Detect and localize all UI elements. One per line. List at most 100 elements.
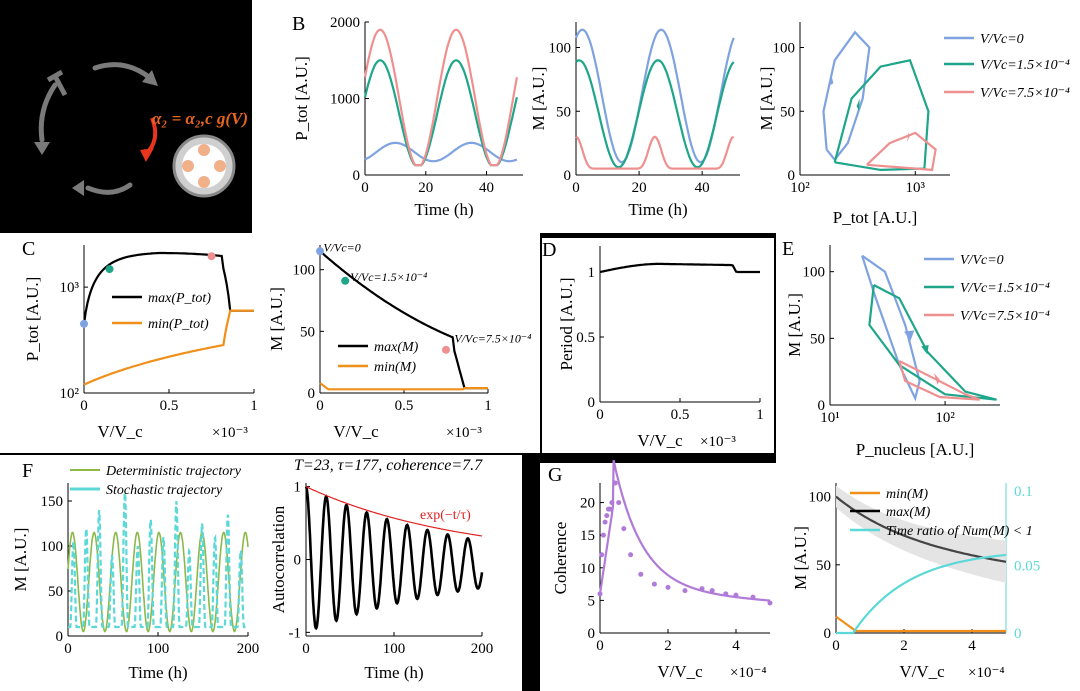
c2-min-line <box>319 382 488 391</box>
g2-ytick-label: 100 <box>809 490 832 506</box>
g1-point <box>767 600 773 606</box>
b1-series-line <box>363 28 518 167</box>
e-xlabel: P_nucleus [A.U.] <box>856 440 975 459</box>
e-blue-loop <box>861 254 921 402</box>
g2-band <box>836 485 1006 583</box>
g1-point <box>699 586 705 592</box>
c2-marker-green <box>341 276 350 285</box>
e-xtick-label: 10² <box>935 410 955 426</box>
d-ytick-label: 0 <box>588 395 596 411</box>
panel-g-svg: G 0 2 4 0 5 10 15 20 Coherence V/V_c ×10⁻⁴ 0 2 4 0 50 10… <box>548 459 1040 681</box>
c1-xtick-label: 1 <box>250 398 258 414</box>
e-arrow <box>904 330 915 341</box>
c2-xlabel: V/V_c <box>333 422 379 441</box>
b3-ylabel: M [A.U.] <box>757 67 776 131</box>
c2-marker-pink <box>442 345 450 354</box>
b1-xlabel: Time (h) <box>414 200 473 219</box>
f2-autocorrelation-line <box>304 486 484 631</box>
panel-c: C 0 0.5 1 10² 10³ max(P_tot) min(P_tot) P_tot [… <box>0 233 540 453</box>
f2-ylabel: Autocorrelation <box>269 505 288 613</box>
g1-point <box>733 592 739 598</box>
b2-ytick-label: 50 <box>556 104 571 120</box>
red-arrow-head <box>140 148 154 162</box>
b1-ytick-label: 0 <box>353 168 361 184</box>
d-xlabel: V/V_c <box>637 431 683 450</box>
f1-ylabel: M [A.U.] <box>11 528 30 592</box>
g1-point <box>616 500 622 506</box>
b3-xtick-label: 10³ <box>906 180 926 196</box>
c1-marker-pink <box>207 252 216 261</box>
g2-min-line <box>835 615 1006 633</box>
d-ytick-label: 0.5 <box>576 330 595 346</box>
f2-ytick-label: -1 <box>289 625 302 641</box>
c2-legend-0-label: max(M) <box>374 340 419 355</box>
g1-xtick-label: 2 <box>664 638 672 654</box>
g2-legend-1-label: max(M) <box>886 505 931 520</box>
f1-legend-0-label: Deterministic trajectory <box>105 464 242 479</box>
c2-annotation: V/Vc=0 <box>323 240 360 254</box>
g1-point <box>599 552 605 558</box>
schematic-drawing: α₂ = α₂,c g(V) <box>34 62 248 198</box>
g1-point <box>612 480 618 486</box>
c2-ytick-label: 50 <box>300 324 315 340</box>
g2-legend-2-label: Time ratio of Num(M) < 1 <box>886 524 1033 539</box>
c1-xscale: ×10⁻³ <box>212 425 248 441</box>
c1-xtick-label: 0 <box>80 398 88 414</box>
c1-xtick-label: 0.5 <box>160 398 179 414</box>
f1-ytick-label: 50 <box>48 584 63 600</box>
c2-xtick-label: 0.5 <box>395 398 414 414</box>
inhibit-bar <box>46 69 68 97</box>
g1-ytick-label: 5 <box>588 593 596 609</box>
b-legend-0-label: V/Vc=0 <box>980 32 1024 47</box>
panel-label-b: B <box>292 13 305 35</box>
b2-xlabel: Time (h) <box>628 200 687 219</box>
c2-annotation: V/Vc=7.5×10⁻⁴ <box>454 331 531 345</box>
g2-ylabel: M [A.U.] <box>791 526 810 590</box>
e-arrow <box>921 345 929 355</box>
arrow-head-left <box>34 142 50 155</box>
f2-xtick-label: 0 <box>302 641 310 657</box>
g1-point <box>597 591 603 597</box>
b1-xtick-label: 0 <box>361 180 369 196</box>
b1-xtick-label: 40 <box>479 180 494 196</box>
b3-green-loop <box>833 59 930 172</box>
e-xtick-label: 10¹ <box>820 410 840 426</box>
f2-envelope-label: exp(−t/τ) <box>420 508 471 523</box>
c1-ytick-label: 10³ <box>60 280 80 296</box>
e-legend-2-label: V/Vc=7.5×10⁻⁴ <box>960 309 1050 324</box>
b3-arrow <box>907 132 911 142</box>
f1-ytick-label: 100 <box>41 539 64 555</box>
g1-point <box>600 532 606 538</box>
panel-e: E 10¹ 10² 0 50 100 V/Vc=0 V/Vc=1.5×10⁻⁴ V/Vc=7.… <box>776 233 1080 463</box>
b2-ylabel: M [A.U.] <box>529 67 548 131</box>
cycle-arc-bottom <box>85 182 133 195</box>
b2-ytick-label: 0 <box>564 168 572 184</box>
g1-fit-line <box>598 459 771 602</box>
e-legend-0-label: V/Vc=0 <box>960 253 1004 268</box>
d-xtick-label: 0 <box>596 407 604 423</box>
d-ylabel: Period [A.U.] <box>557 277 576 370</box>
d-xscale: ×10⁻³ <box>700 434 736 450</box>
g1-point <box>665 584 671 590</box>
c2-legend-1-label: min(M) <box>374 360 416 375</box>
g2-ytick-right-label: 0.1 <box>1014 484 1033 500</box>
panel-label-e: E <box>782 238 794 260</box>
panel-b: B 0 20 40 0 1000 2000 P_tot [A.U.] Time (h) 0 20 4… <box>252 0 1080 233</box>
g1-xscale: ×10⁻⁴ <box>730 665 767 681</box>
d-period-line <box>599 262 760 274</box>
g2-ytick-right-label: 0.05 <box>1014 559 1040 575</box>
panel-label-d: D <box>542 239 556 261</box>
f1-xtick-label: 100 <box>147 641 170 657</box>
c1-marker-blue <box>80 319 88 328</box>
f2-xtick-label: 100 <box>383 641 406 657</box>
c1-xlabel: V/V_c <box>97 422 143 441</box>
g1-xlabel: V/V_c <box>657 662 703 681</box>
e-ylabel: M [A.U.] <box>785 293 804 357</box>
g2-xtick-label: 2 <box>900 638 908 654</box>
d-ytick-label: 1 <box>588 265 596 281</box>
e-pink-loop <box>898 360 981 401</box>
cycle-arc-left <box>38 82 58 143</box>
b3-arrow <box>856 98 860 112</box>
g1-point <box>621 526 627 532</box>
f2-title: T=23, τ=177, coherence=7.7 <box>294 457 483 474</box>
